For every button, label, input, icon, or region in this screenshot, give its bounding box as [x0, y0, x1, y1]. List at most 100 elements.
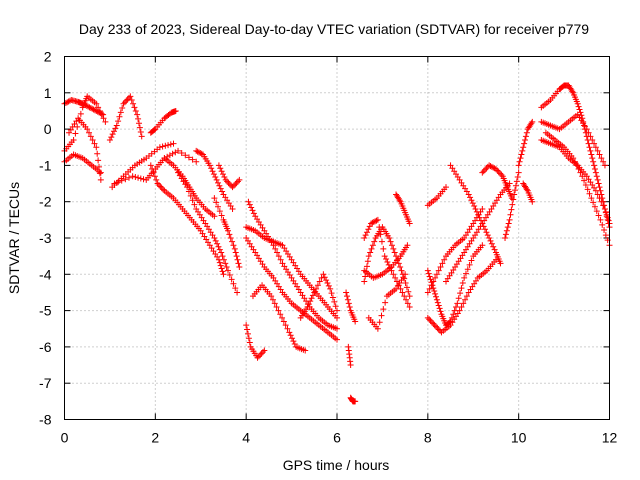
data-point: [586, 190, 593, 197]
data-point: [257, 351, 264, 358]
data-point: [436, 305, 443, 312]
data-point: [488, 163, 495, 170]
x-tick-label: 0: [61, 430, 69, 446]
data-point: [374, 325, 381, 332]
data-point: [134, 111, 141, 118]
data-point: [430, 320, 437, 327]
data-point: [584, 186, 591, 193]
data-point: [170, 140, 177, 147]
data-point: [467, 194, 474, 201]
data-point: [598, 198, 605, 205]
data-point: [140, 176, 147, 183]
x-tick-labels: 0 2 4 6 8 10 12: [61, 430, 618, 446]
data-point: [214, 240, 221, 247]
data-point: [487, 163, 494, 170]
data-point: [523, 129, 530, 136]
data-point: [492, 166, 499, 173]
data-point: [272, 245, 279, 252]
data-point: [195, 149, 202, 156]
data-point: [598, 155, 605, 162]
data-point: [596, 195, 603, 202]
data-point: [137, 175, 144, 182]
data-point: [406, 220, 413, 227]
series-arc-31: [424, 256, 499, 336]
data-point: [590, 158, 597, 165]
data-point: [476, 214, 483, 221]
data-point: [308, 295, 315, 302]
data-point: [363, 263, 370, 270]
data-point: [399, 289, 406, 296]
data-point: [486, 235, 493, 241]
series-arc-42: [542, 129, 613, 249]
data-point: [594, 176, 601, 183]
data-point: [211, 195, 218, 202]
data-point: [597, 216, 604, 223]
data-point: [284, 325, 291, 332]
data-point: [494, 167, 501, 174]
data-point: [585, 140, 592, 147]
data-point: [244, 326, 251, 333]
data-point: [594, 191, 601, 198]
data-point: [115, 118, 122, 125]
data-point: [599, 221, 606, 228]
data-point: [217, 165, 224, 172]
x-tick-label: 10: [511, 430, 527, 446]
series-arc-12: [193, 147, 236, 212]
series-arc-9: [147, 162, 227, 278]
data-point: [229, 238, 236, 245]
data-point: [132, 174, 139, 181]
data-point: [230, 242, 237, 249]
data-point: [432, 290, 439, 297]
data-point: [591, 203, 598, 210]
data-point: [352, 318, 359, 325]
data-point: [468, 257, 475, 264]
series-arc-32: [447, 162, 504, 267]
data-point: [513, 178, 520, 185]
data-point: [209, 168, 216, 175]
data-point: [185, 188, 192, 195]
data-point: [587, 133, 594, 140]
data-point: [426, 316, 433, 323]
data-point: [472, 205, 479, 212]
data-point: [111, 180, 118, 187]
data-point: [433, 271, 440, 278]
data-point: [226, 181, 233, 188]
data-point: [123, 97, 130, 104]
data-point: [596, 184, 603, 191]
data-point: [279, 314, 286, 321]
data-point: [125, 174, 132, 181]
data-point: [232, 285, 239, 292]
data-point: [86, 129, 93, 136]
data-point: [277, 311, 284, 318]
data-point: [93, 100, 100, 107]
data-point: [220, 171, 227, 178]
data-point: [512, 187, 519, 194]
data-point: [132, 107, 139, 114]
data-point: [216, 208, 223, 215]
data-point: [388, 267, 395, 274]
data-point: [215, 162, 222, 169]
data-point: [595, 180, 602, 187]
data-point: [106, 136, 113, 143]
data-point: [571, 158, 578, 165]
data-point: [369, 219, 376, 226]
data-point: [520, 144, 527, 151]
data-point: [246, 339, 253, 346]
data-point: [462, 270, 469, 277]
data-point: [135, 174, 142, 181]
data-point: [469, 200, 476, 207]
data-point: [516, 158, 523, 165]
data-point: [232, 249, 239, 256]
data-point: [111, 128, 118, 135]
data-point: [495, 168, 502, 175]
data-point: [370, 219, 377, 226]
data-point: [314, 282, 321, 289]
series-arc-7: [147, 107, 179, 136]
data-point: [424, 289, 431, 296]
data-point: [70, 136, 77, 143]
data-point: [258, 350, 265, 357]
data-point: [222, 176, 229, 183]
data-point: [100, 115, 107, 122]
x-tick-label: 12: [602, 430, 618, 446]
series-arc-5: [106, 93, 145, 143]
